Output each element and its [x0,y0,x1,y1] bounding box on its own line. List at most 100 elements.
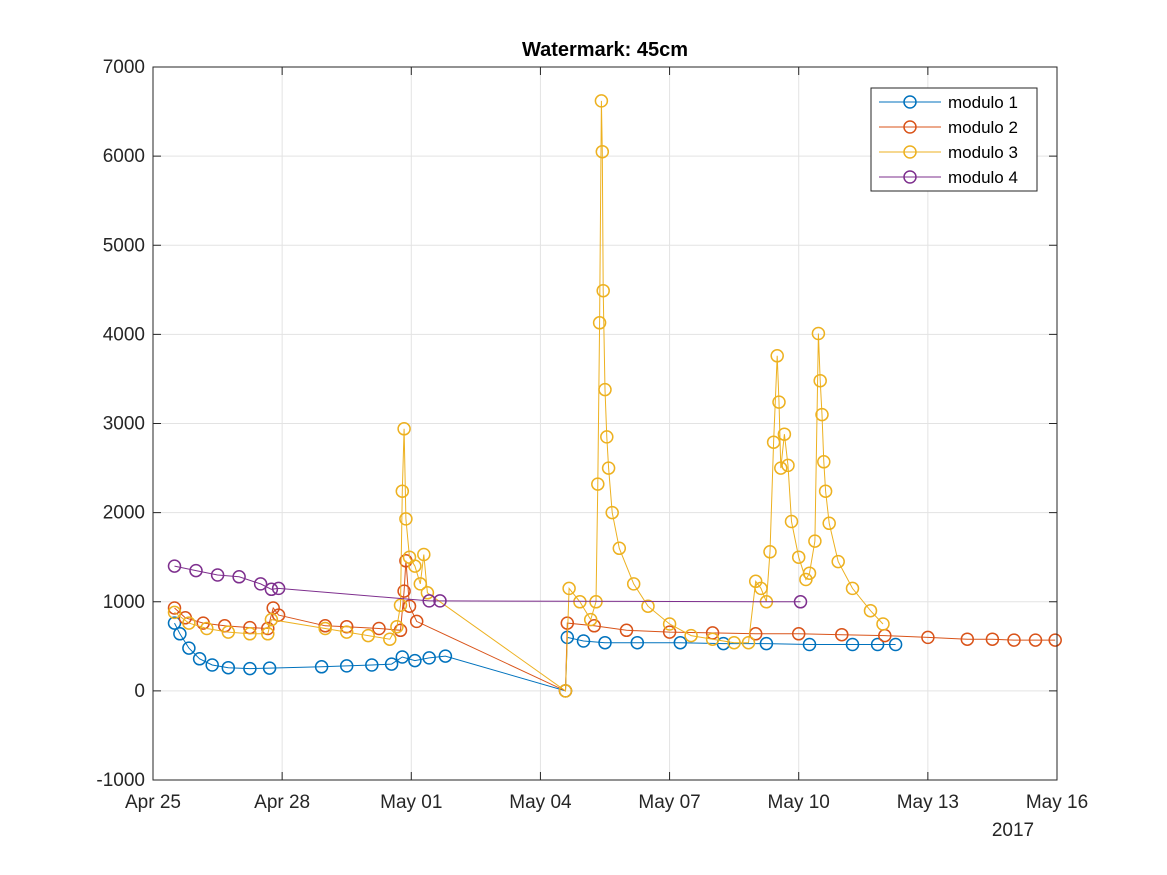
data-point [339,625,354,639]
data-point [777,427,792,441]
data-point [662,625,677,639]
data-point [573,595,587,609]
data-point [741,635,756,650]
data-point [173,627,187,641]
data-point [985,632,1000,646]
data-point [192,652,207,666]
data-point [182,641,196,655]
data-point [395,484,410,498]
data-point [365,658,379,672]
data-point [822,516,836,531]
data-point [314,660,329,674]
data-point [772,395,786,409]
y-tick-label: 6000 [103,146,145,167]
data-point [592,316,607,330]
data-point [167,616,182,630]
data-point [791,550,806,564]
data-point [383,632,397,646]
data-point [221,660,236,675]
data-point [759,636,774,651]
legend-label: modulo 3 [948,143,1018,162]
data-point [390,619,404,634]
data-point [598,382,612,397]
data-point [612,541,627,556]
data-point [619,623,634,638]
data-point [802,637,817,652]
data-point [1007,633,1021,647]
data-point [813,373,827,388]
data-point [583,612,598,627]
data-point [393,598,408,613]
x-tick-label: May 13 [897,792,959,813]
legend-box [870,87,1038,192]
y-tick-label: 7000 [103,57,145,78]
y-tick-label: 5000 [103,235,145,256]
data-point [167,559,182,573]
y-tick-label: 4000 [103,324,145,345]
data-point [397,422,411,436]
y-tick-label: -1000 [96,770,145,791]
data-point [558,684,573,698]
y-tick-label: 2000 [103,503,145,524]
data-point [662,617,677,631]
x-tick-label: May 10 [768,792,830,813]
y-tick-label: 1000 [103,592,145,613]
data-point [601,461,616,475]
data-point [271,581,286,596]
data-point [576,634,591,648]
data-point [420,586,435,600]
data-point [339,659,354,673]
data-point [766,435,781,449]
data-point [408,559,422,573]
data-point [876,617,890,631]
data-point [781,458,795,473]
data-point [422,594,436,608]
data-point [262,661,277,675]
data-point [595,144,610,159]
x-tick-label: Apr 28 [254,792,310,813]
data-point [863,603,878,618]
data-point [1028,633,1043,647]
x-tick-label: May 04 [509,792,572,813]
data-point [417,547,431,562]
data-point [808,534,822,548]
data-point [318,621,332,636]
legend-label: modulo 2 [948,118,1018,137]
data-point [397,584,411,598]
data-point [705,632,720,646]
data-point [815,407,829,422]
data-point [232,570,246,584]
data-point [921,630,935,645]
data-point [673,635,688,650]
y-tick-label: 0 [134,681,145,702]
data-point [870,637,885,652]
x-tick-label: May 16 [1026,792,1088,813]
data-point [793,595,808,609]
data-point [591,477,605,491]
legend-label: modulo 4 [948,168,1018,187]
data-point [600,430,614,444]
legend-label: modulo 1 [948,93,1018,112]
data-point [221,625,236,639]
data-point [1048,633,1062,647]
data-point [261,627,275,641]
series-3 [167,94,890,698]
data-point [339,619,354,634]
data-point [596,283,610,298]
data-point [598,635,612,650]
x-tick-label: May 07 [638,792,700,813]
data-point [182,616,196,630]
data-point [626,577,641,591]
data-point [684,628,698,643]
data-point [243,627,257,641]
data-point [754,581,768,596]
data-point [243,661,257,676]
data-point [438,649,453,663]
data-point [253,577,268,591]
data-point [395,650,410,664]
tick-layer: Apr 25 Apr 28 May 01 May 04 May 07 May 10 May … [96,57,1088,813]
series-line [174,622,896,692]
data-point [409,614,424,629]
legend-marker [903,145,917,159]
